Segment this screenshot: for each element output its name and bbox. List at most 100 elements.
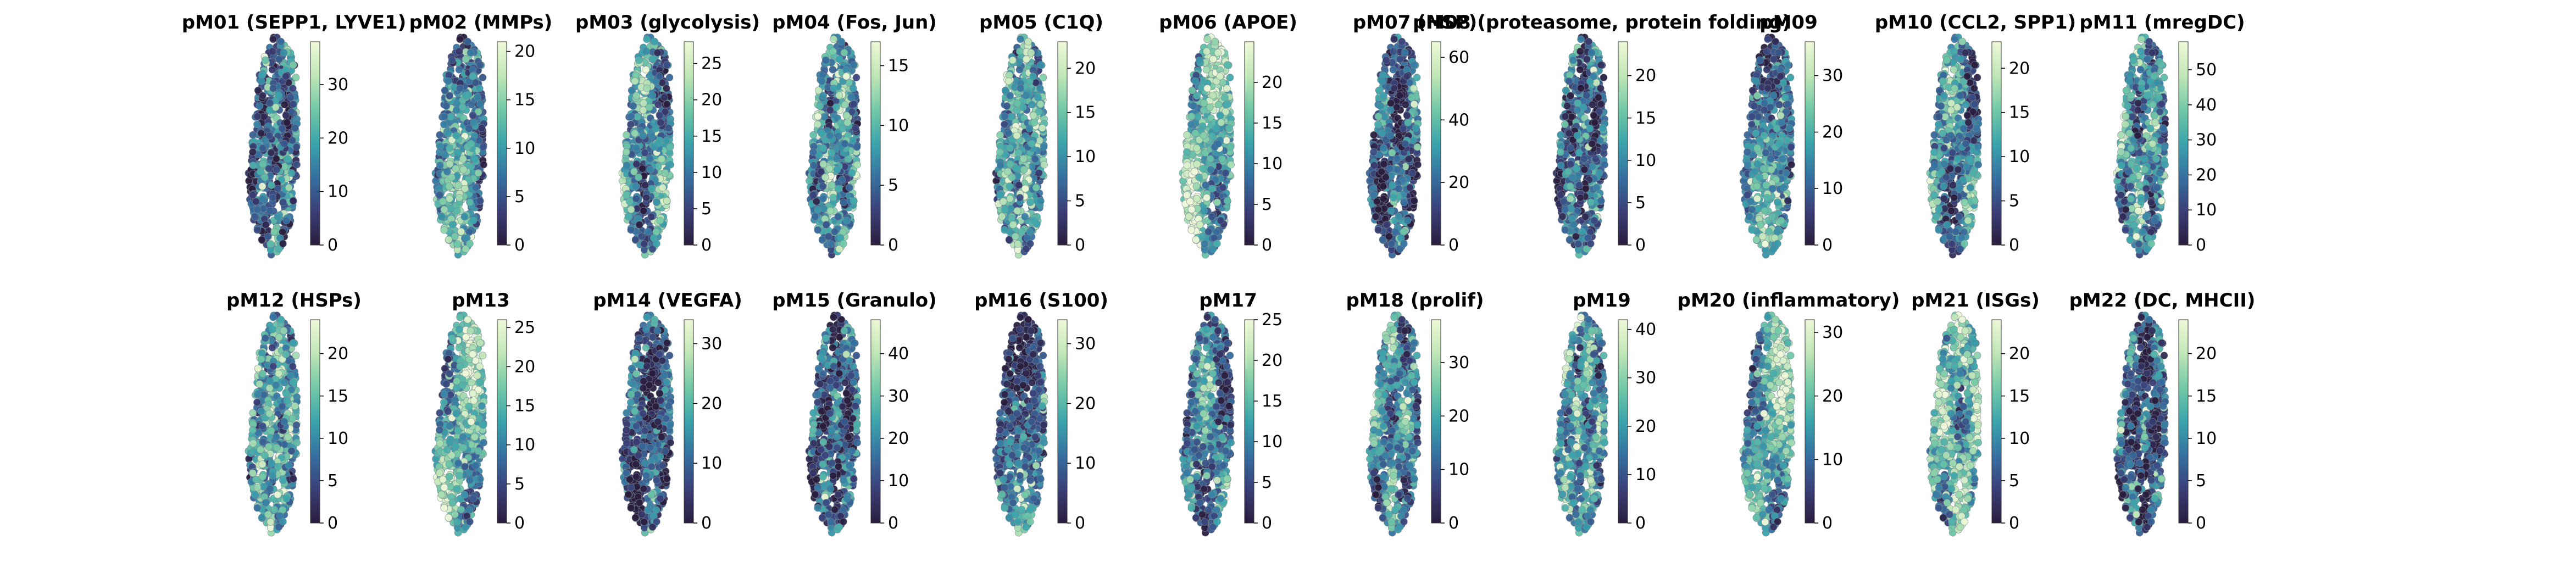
scatter-point bbox=[1036, 100, 1045, 108]
scatter-point bbox=[1034, 93, 1042, 102]
scatter-point bbox=[1015, 181, 1023, 189]
scatter-point bbox=[1017, 35, 1024, 43]
scatter-point bbox=[291, 124, 299, 132]
scatter-point bbox=[841, 140, 849, 148]
scatter-point bbox=[1218, 155, 1226, 163]
scatter-point bbox=[818, 129, 826, 137]
scatter-point bbox=[1026, 240, 1034, 248]
scatter-point bbox=[474, 169, 482, 177]
scatter-point bbox=[1216, 73, 1224, 80]
scatter-point bbox=[1001, 226, 1009, 234]
scatter-point bbox=[1212, 125, 1220, 132]
scatter-point bbox=[261, 56, 269, 64]
scatter-point bbox=[663, 61, 671, 69]
scatter-point bbox=[1192, 182, 1201, 190]
scatter-point bbox=[635, 56, 643, 64]
scatter-point bbox=[1199, 165, 1207, 173]
scatter-point bbox=[1380, 160, 1388, 168]
scatter-point bbox=[648, 185, 656, 193]
scatter-point bbox=[454, 181, 462, 189]
scatter-point bbox=[814, 113, 822, 120]
scatter-point bbox=[1009, 56, 1017, 64]
scatter-point bbox=[445, 182, 453, 190]
scatter-point bbox=[1185, 213, 1193, 220]
scatter-point bbox=[654, 140, 662, 148]
scatter-point bbox=[1213, 198, 1221, 207]
colorbar-tick-label: 5 bbox=[701, 199, 712, 219]
scatter-point bbox=[1406, 183, 1414, 192]
scatter-point bbox=[1036, 85, 1044, 92]
scatter-point bbox=[623, 131, 630, 139]
scatter-point bbox=[268, 181, 275, 189]
scatter-point bbox=[249, 131, 257, 139]
colorbar-tick-label: 20 bbox=[327, 129, 348, 148]
scatter-point bbox=[850, 100, 858, 108]
scatter-point bbox=[476, 197, 484, 205]
scatter-point bbox=[1195, 173, 1203, 181]
scatter-point bbox=[996, 162, 1004, 169]
scatter-point bbox=[1198, 232, 1206, 241]
scatter-point bbox=[1183, 162, 1191, 169]
scatter-point bbox=[1014, 240, 1022, 248]
scatter-point bbox=[1183, 148, 1191, 156]
scatter-point bbox=[249, 148, 257, 156]
scatter-point bbox=[648, 92, 657, 99]
scatter-point bbox=[464, 37, 471, 46]
scatter-point bbox=[623, 148, 630, 156]
scatter-point bbox=[1414, 160, 1422, 169]
scatter-point bbox=[1206, 155, 1214, 163]
colorbar-tick-label: 5 bbox=[888, 176, 898, 195]
scatter-point bbox=[1216, 112, 1224, 119]
scatter-point bbox=[1390, 193, 1397, 202]
panel-title: pM04 (Fos, Jun) bbox=[772, 12, 937, 34]
scatter-point bbox=[1006, 144, 1014, 152]
scatter-point bbox=[272, 155, 280, 163]
colorbar-tick-label: 15 bbox=[1262, 114, 1283, 133]
scatter-point bbox=[292, 143, 301, 151]
scatter-point bbox=[626, 197, 634, 205]
scatter-point bbox=[453, 207, 461, 215]
scatter-point bbox=[279, 198, 287, 207]
scatter-point bbox=[1186, 197, 1194, 205]
scatter-point bbox=[1013, 99, 1021, 107]
scatter-point bbox=[265, 165, 273, 173]
scatter-point bbox=[437, 213, 446, 220]
scatter-point bbox=[819, 194, 827, 203]
scatter-point bbox=[1028, 140, 1036, 148]
scatter-point bbox=[1020, 165, 1028, 174]
scatter-point bbox=[259, 194, 267, 203]
scatter-point bbox=[666, 143, 674, 151]
scatter-point bbox=[809, 191, 817, 199]
colorbar-tick-label: 20 bbox=[514, 42, 535, 62]
scatter-point bbox=[471, 183, 480, 192]
colorbar bbox=[684, 41, 694, 246]
scatter-point bbox=[270, 227, 279, 236]
scatter-point bbox=[667, 160, 674, 169]
scatter-point bbox=[1029, 73, 1037, 80]
scatter-point bbox=[1219, 183, 1227, 192]
scatter-point bbox=[1214, 49, 1222, 57]
scatter-point bbox=[1387, 99, 1395, 107]
scatter-point bbox=[1202, 181, 1209, 189]
scatter-point bbox=[842, 112, 851, 119]
scatter-point bbox=[1039, 74, 1047, 81]
scatter-point bbox=[1187, 120, 1195, 129]
scatter-point bbox=[1026, 198, 1034, 207]
scatter-point bbox=[462, 55, 470, 63]
scatter-point bbox=[1003, 102, 1011, 110]
scatter-point bbox=[1209, 92, 1217, 99]
scatter-point bbox=[1408, 169, 1417, 177]
colorbar-tick-label: 40 bbox=[1448, 110, 1469, 130]
scatter-point bbox=[1373, 197, 1381, 205]
colorbar-tick-label: 30 bbox=[327, 75, 348, 94]
panel-8: pM08 (proteasome, protein folding)051015… bbox=[1413, 12, 1791, 259]
scatter-point bbox=[814, 226, 822, 234]
scatter-point bbox=[453, 99, 461, 107]
scatter-point bbox=[269, 193, 276, 202]
scatter-point bbox=[1187, 113, 1196, 120]
scatter-point bbox=[1040, 160, 1048, 169]
colorbar-tick-label: 20 bbox=[1448, 173, 1469, 192]
scatter-point bbox=[623, 191, 630, 199]
scatter-point bbox=[996, 191, 1004, 199]
